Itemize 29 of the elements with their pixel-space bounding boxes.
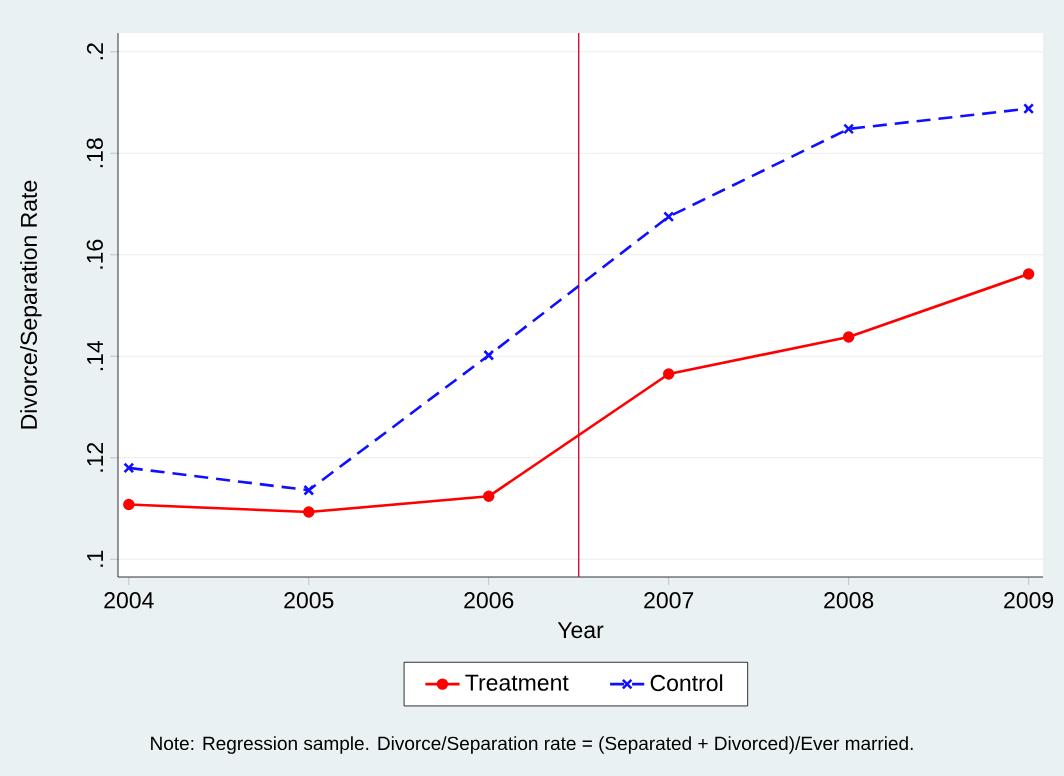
- x-tick-label: 2005: [284, 592, 334, 609]
- y-tick-label: .14: [87, 340, 103, 371]
- x-tick-label: 2007: [644, 592, 694, 609]
- point: [842, 331, 855, 343]
- y-tick-label: .16: [86, 239, 103, 269]
- point: [1022, 268, 1035, 280]
- x-axis-title: Year: [557, 622, 604, 639]
- point: [843, 123, 855, 135]
- text: Note: Regression sample. Divorce/Separation rate = (Separated + Divorced)/Ever married.: [151, 736, 913, 754]
- point: [483, 490, 495, 503]
- x-tick-label: 2006: [464, 592, 514, 609]
- legend-label: Control: [650, 674, 723, 692]
- y-tick-label: .12: [86, 442, 103, 472]
- point: [303, 506, 315, 518]
- y-tick-label: .18: [86, 138, 103, 168]
- point: [483, 349, 495, 361]
- y-axis-title: Divorce/Separation Rate: [20, 180, 42, 429]
- point: [663, 211, 675, 223]
- legend-label: Treatment: [465, 674, 569, 691]
- point: [123, 462, 135, 474]
- x-tick-label: 2008: [824, 592, 874, 609]
- y-tick-label: .1: [87, 550, 103, 567]
- point: [303, 484, 315, 496]
- x-tick-label: 2004: [104, 592, 154, 609]
- y-tick-label: .2: [86, 43, 103, 60]
- point: [662, 368, 675, 380]
- point: [1023, 103, 1035, 115]
- x-tick-label: 2009: [1004, 592, 1054, 609]
- point: [123, 498, 135, 511]
